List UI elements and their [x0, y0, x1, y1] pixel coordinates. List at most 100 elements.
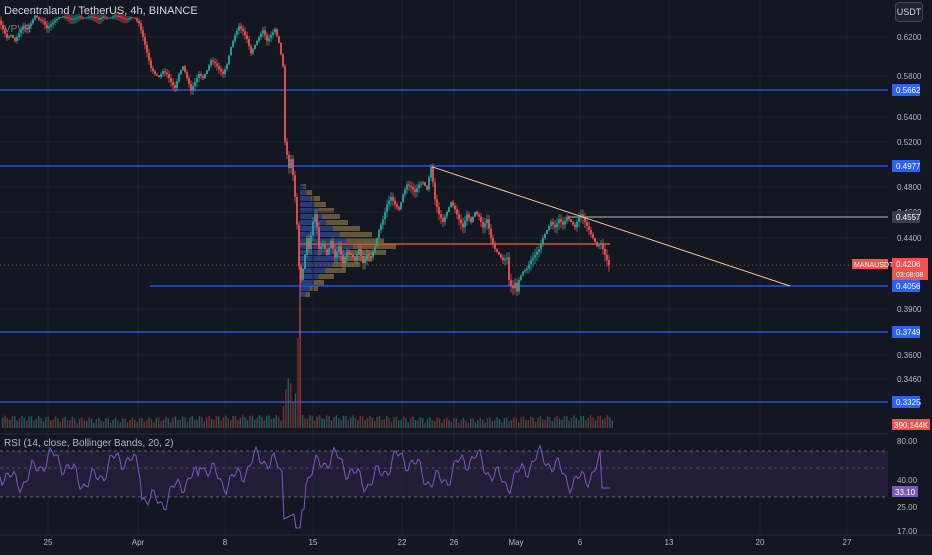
candle-body: [348, 251, 350, 254]
time-tick-label: 22: [398, 538, 407, 547]
price-tick-label: 0.5200: [897, 138, 922, 147]
volume-bar: [362, 416, 364, 428]
rsi-indicator-label[interactable]: RSI (14, close, Bollinger Bands, 20, 2): [4, 438, 174, 449]
volume-bar: [117, 420, 119, 428]
candle-body: [66, 17, 68, 18]
candle-body: [532, 257, 534, 261]
candle-body: [44, 21, 46, 25]
volume-bar: [326, 415, 328, 428]
volume-bar: [323, 419, 325, 428]
volume-bar: [506, 417, 508, 428]
time-tick-label: 27: [843, 538, 852, 547]
time-tick-label: 13: [665, 538, 674, 547]
candle-body: [124, 18, 126, 20]
candle-body: [572, 221, 574, 225]
volume-bar: [609, 416, 611, 428]
candle-body: [538, 249, 540, 252]
volume-bar: [549, 416, 551, 428]
vpvr-profile: [300, 184, 396, 297]
candle-body: [508, 257, 510, 280]
volume-bar: [458, 422, 460, 428]
rsi-line: [0, 443, 610, 529]
volume-bar: [311, 416, 313, 428]
candle-body: [154, 71, 156, 75]
volume-bar: [299, 338, 301, 428]
candle-body: [12, 35, 14, 38]
volume-bar: [66, 420, 69, 428]
candle-body: [482, 221, 484, 228]
time-tick-label: Apr: [132, 538, 145, 547]
candle-body: [456, 209, 458, 215]
candle-body: [540, 243, 542, 250]
volume-bar: [275, 415, 277, 428]
volume-bar: [124, 418, 126, 428]
vpvr-bar: [325, 268, 346, 273]
candle-body: [598, 244, 600, 247]
volume-bar: [110, 422, 112, 428]
candle-body: [244, 31, 246, 36]
candle-body: [434, 182, 436, 200]
candle-body: [544, 233, 546, 238]
time-tick-label: 26: [450, 538, 459, 547]
volume-bar: [340, 419, 342, 428]
candle-body: [398, 207, 400, 210]
volume-bar: [52, 419, 54, 428]
volume-bar: [606, 415, 609, 428]
candle-body: [150, 60, 152, 69]
candle-body: [602, 243, 604, 250]
price-level-tag: [892, 211, 920, 223]
candle-body: [146, 44, 148, 53]
volume-bar: [539, 416, 541, 428]
volume-bar: [594, 420, 597, 428]
volume-bar: [206, 417, 208, 428]
candle-body: [326, 249, 328, 255]
candle-body: [86, 17, 88, 19]
candle-body: [250, 46, 252, 54]
vpvr-bar: [300, 262, 333, 267]
candle-body: [608, 259, 610, 266]
volume-bar: [251, 415, 253, 428]
candle-body: [566, 216, 568, 221]
volume-bar: [551, 421, 553, 428]
candle-body: [560, 219, 562, 222]
volume-tag: [892, 419, 930, 430]
candle-body: [230, 46, 232, 56]
volume-bar: [122, 418, 124, 428]
volume-bar: [592, 417, 594, 428]
candle-body: [18, 33, 20, 37]
candle-body: [144, 37, 146, 45]
last-price-label: 0.4206: [896, 260, 921, 269]
volume-bar: [491, 421, 493, 428]
candle-body: [82, 17, 84, 19]
volume-bar: [263, 420, 265, 428]
volume-bar: [318, 415, 321, 428]
candle-body: [126, 18, 128, 20]
vpvr-label[interactable]: VPVR: [4, 24, 32, 35]
volume-bar: [515, 418, 517, 428]
volume-bar: [390, 421, 393, 428]
vpvr-bar: [339, 232, 372, 237]
volume-bar: [93, 422, 95, 428]
candle-body: [478, 214, 480, 217]
vpvr-bar: [309, 286, 318, 291]
volume-bar: [23, 417, 25, 428]
volume-bar: [47, 416, 49, 428]
candle-body: [574, 224, 576, 228]
candle-body: [286, 142, 288, 155]
candle-body: [474, 212, 476, 217]
candle-body: [6, 33, 8, 38]
currency-button[interactable]: USDT: [895, 2, 923, 22]
volume-bar: [402, 416, 405, 428]
candle-body: [284, 66, 286, 142]
volume-bar: [527, 419, 529, 428]
volume-bar: [443, 419, 445, 428]
price-level-tag: [892, 160, 920, 172]
candle-body: [512, 285, 514, 289]
candle-body: [178, 74, 180, 82]
volume-bar: [489, 417, 491, 428]
volume-bar: [35, 418, 37, 428]
candle-body: [304, 254, 306, 269]
vpvr-bar: [313, 280, 324, 285]
